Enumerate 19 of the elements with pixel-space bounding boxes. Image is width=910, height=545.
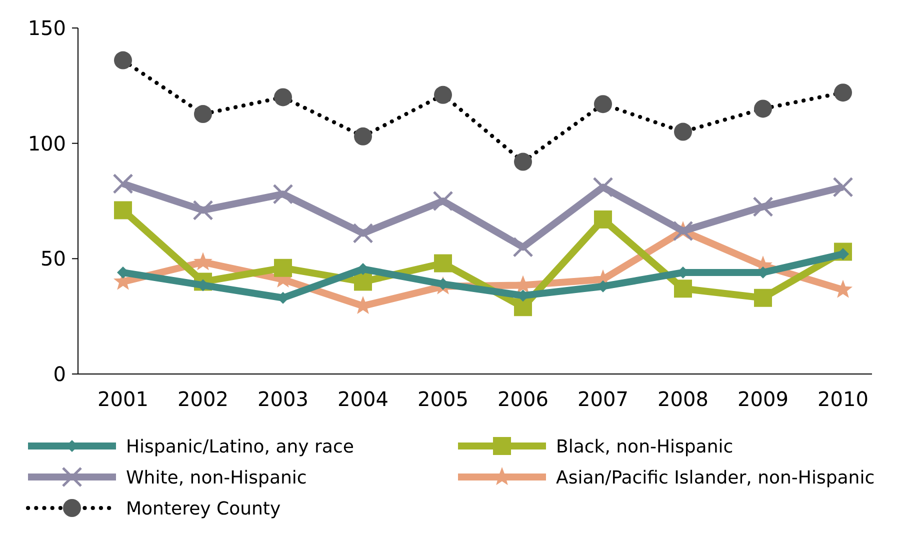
x-tick-label: 2003 xyxy=(258,387,308,411)
y-tick-label: 150 xyxy=(28,16,66,40)
x-tick-label: 2006 xyxy=(498,387,548,411)
x-tick-label: 2008 xyxy=(658,387,708,411)
legend-label: White, non-Hispanic xyxy=(126,467,307,488)
x-tick-label: 2007 xyxy=(578,387,628,411)
legend-label: Asian/Pacific Islander, non-Hispanic xyxy=(556,467,875,488)
x-tick-label: 2004 xyxy=(338,387,388,411)
y-tick-label: 0 xyxy=(53,362,66,386)
x-tick-label: 2009 xyxy=(738,387,788,411)
y-tick-label: 50 xyxy=(40,246,66,271)
x-tick-label: 2001 xyxy=(98,387,148,411)
x-tick-label: 2010 xyxy=(818,387,868,411)
y-tick-label: 100 xyxy=(28,131,66,156)
legend-label: Hispanic/Latino, any race xyxy=(126,436,354,458)
x-tick-label: 2002 xyxy=(178,387,228,411)
legend-label: Black, non-Hispanic xyxy=(556,436,734,458)
x-tick-label: 2005 xyxy=(418,387,468,411)
legend-label: Monterey County xyxy=(126,498,281,520)
